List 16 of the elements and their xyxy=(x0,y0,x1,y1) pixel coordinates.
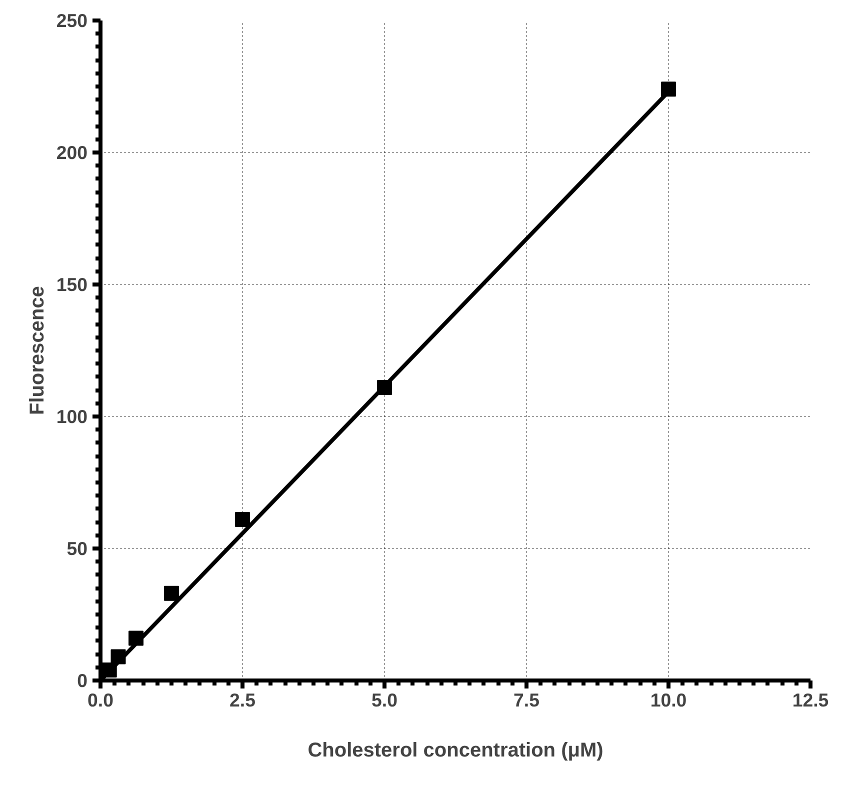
x-tick-label: 7.5 xyxy=(514,690,540,710)
point xyxy=(164,586,179,601)
y-tick-label: 200 xyxy=(56,142,88,163)
x-tick-label: 10.0 xyxy=(650,690,687,710)
x-tick-label: 0.0 xyxy=(88,690,114,710)
y-tick-label: 100 xyxy=(56,406,88,427)
y-axis-title: Fluorescence xyxy=(26,286,48,415)
x-tick-label: 2.5 xyxy=(230,690,256,710)
y-tick-label: 0 xyxy=(77,670,88,691)
x-axis-title: Cholesterol concentration (μM) xyxy=(308,740,604,762)
x-tick-label: 12.5 xyxy=(792,690,829,710)
y-tick-label: 250 xyxy=(56,10,88,31)
y-tick-label: 50 xyxy=(66,538,88,559)
x-tick-label: 5.0 xyxy=(372,690,398,710)
y-tick-label: 150 xyxy=(56,274,88,295)
point xyxy=(235,512,250,527)
